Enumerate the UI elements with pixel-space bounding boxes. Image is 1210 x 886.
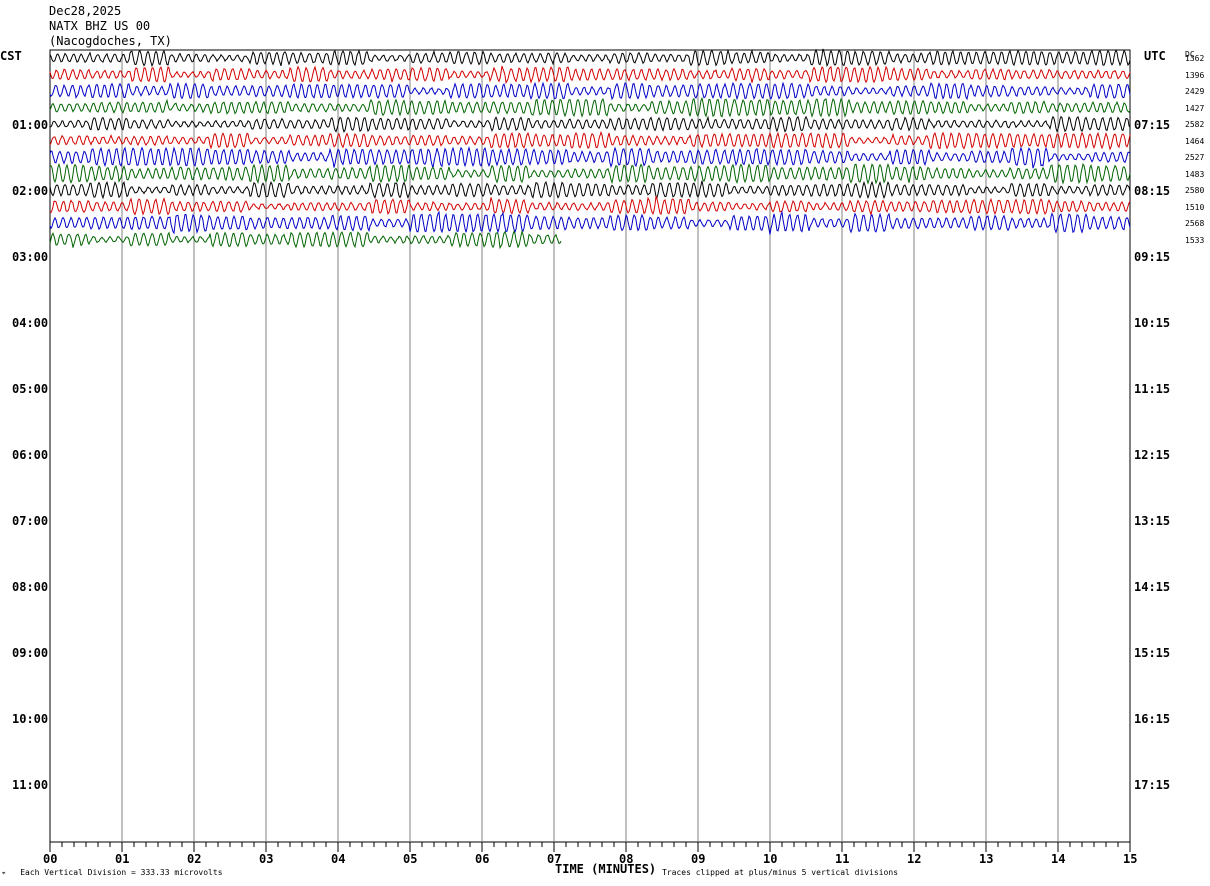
x-tick-label: 06 [475,852,490,866]
dc-offset-label: 1396 [1185,70,1205,80]
x-tick-label: 11 [835,852,850,866]
utc-hour-label: 11:15 [1134,382,1171,396]
seismic-trace [49,180,1131,200]
x-tick-label: 04 [331,852,346,866]
x-tick-label: 01 [115,852,130,866]
clipping-note: Traces clipped at plus/minus 5 vertical … [662,868,899,877]
utc-hour-label: 14:15 [1134,580,1171,594]
x-tick-label: 14 [1051,852,1066,866]
utc-hour-label: 07:15 [1134,118,1171,132]
right-timezone-label: UTC [1144,49,1166,63]
station-location: (Nacogdoches, TX) [49,34,172,48]
seismic-trace [49,130,1131,151]
seismic-trace [49,96,1131,118]
dc-offset-label: 1464 [1185,136,1205,146]
cst-hour-label: 04:00 [12,316,49,330]
seismic-trace [49,196,1131,217]
cst-hour-label: 07:00 [12,514,49,528]
x-tick-label: 08 [619,852,634,866]
logo-mark: ⌖ [2,870,6,877]
x-tick-label: 02 [187,852,202,866]
x-tick-label: 03 [259,852,274,866]
seismic-trace [50,162,1131,185]
x-tick-label: 10 [763,852,778,866]
x-tick-label: 15 [1123,852,1138,866]
dc-header-label: DC [1185,50,1195,59]
utc-hour-label: 15:15 [1134,646,1171,660]
utc-hour-label: 08:15 [1134,184,1171,198]
utc-hour-label: 09:15 [1134,250,1171,264]
dc-offset-label: 1510 [1185,202,1205,212]
x-tick-label: 09 [691,852,706,866]
cst-hour-label: 06:00 [12,448,49,462]
dc-offset-label: 1427 [1185,103,1205,113]
dc-offset-label: 1362 [1185,54,1205,63]
cst-hour-label: 08:00 [12,580,49,594]
plot-date: Dec28,2025 [49,4,122,18]
dc-offset-label: 2580 [1185,186,1205,195]
x-tick-label: 05 [403,852,418,866]
dc-offset-label: 2568 [1185,219,1205,228]
x-tick-label: 13 [979,852,994,866]
seismic-trace [49,65,1131,84]
seismic-trace [49,210,1131,235]
seismic-trace [49,229,562,250]
utc-hour-label: 12:15 [1134,448,1171,462]
dc-offset-label: 2429 [1185,87,1205,96]
seismic-trace [49,115,1131,133]
vertical-division-note: Each Vertical Division = 333.33 microvol… [20,868,223,877]
cst-hour-label: 11:00 [12,778,49,792]
dc-offset-label: 1533 [1185,235,1205,245]
station-id: NATX BHZ US 00 [49,19,151,33]
cst-hour-label: 02:00 [12,184,49,198]
left-timezone-label: CST [0,49,22,63]
seismic-trace [49,81,1131,101]
x-tick-label: 00 [43,852,58,866]
x-axis-title: TIME (MINUTES) [555,862,657,876]
utc-hour-label: 16:15 [1134,712,1171,726]
cst-hour-label: 09:00 [12,646,49,660]
utc-hour-label: 13:15 [1134,514,1171,528]
seismic-trace [49,48,1131,68]
cst-hour-label: 03:00 [12,250,49,264]
x-tick-label: 12 [907,852,922,866]
cst-hour-label: 01:00 [12,118,49,132]
dc-offset-label: 1483 [1185,169,1205,179]
dc-offset-label: 2582 [1185,120,1205,129]
cst-hour-label: 05:00 [12,382,49,396]
cst-hour-label: 10:00 [12,712,49,726]
scale-note: ⌖ Each Vertical Division = 333.33 microv… [2,868,223,878]
utc-hour-label: 10:15 [1134,316,1171,330]
utc-hour-label: 17:15 [1134,778,1171,792]
dc-offset-label: 2527 [1185,153,1205,162]
x-tick-label: 07 [547,852,562,866]
seismic-trace [49,145,1131,169]
